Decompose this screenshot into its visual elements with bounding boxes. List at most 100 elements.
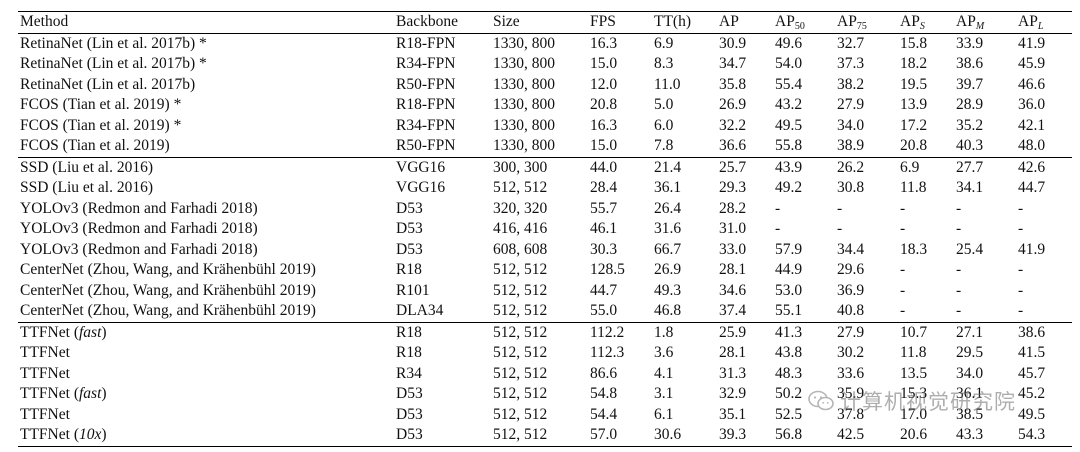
cell-apl: 36.0	[1018, 96, 1046, 113]
table-row: TTFNet (fast) D53 512, 512 54.8 3.1 32.9 50.2 3…	[18, 384, 1072, 405]
cell-backbone: D53	[396, 199, 423, 217]
header-apm: APM	[954, 12, 1016, 34]
cell-method: SSD (Liu et al. 2016)	[20, 179, 154, 196]
cell-apm: 27.1	[956, 323, 984, 341]
cell-ap50: 49.2	[775, 179, 803, 196]
cell-fps: 46.1	[590, 220, 618, 237]
header-apl-base: AP	[1018, 13, 1038, 30]
table-row: RetinaNet (Lin et al. 2017b) * R18-FPN 133…	[18, 33, 1072, 54]
method-name: TTFNet	[20, 385, 70, 402]
cell-method: FCOS (Tian et al. 2019)	[20, 137, 170, 154]
cell-ap50: 52.5	[775, 405, 803, 423]
cell-method: TTFNet (fast)	[20, 323, 107, 341]
cell-backbone: D53	[396, 405, 423, 423]
cell-aps: -	[900, 199, 906, 217]
cell-apl: -	[1018, 199, 1024, 217]
cell-apl: 41.5	[1018, 344, 1046, 361]
cell-apl: 54.3	[1018, 426, 1046, 443]
cell-aps: -	[900, 302, 906, 319]
cell-apm: 29.5	[956, 344, 984, 361]
header-ap50-base: AP	[775, 13, 795, 30]
cell-fps: 44.0	[590, 158, 618, 176]
cell-ap75: 34.4	[837, 240, 865, 258]
cell-fps: 55.7	[590, 199, 618, 217]
cell-apm: -	[956, 261, 962, 278]
cell-ap50: 56.8	[775, 426, 803, 443]
cell-method: YOLOv3 (Redmon and Farhadi 2018)	[20, 220, 258, 237]
cell-ap: 32.9	[719, 385, 747, 402]
cell-tt: 26.9	[654, 261, 682, 278]
cell-tt: 36.1	[654, 179, 682, 196]
header-ap75: AP75	[835, 12, 898, 34]
cell-aps: 11.8	[900, 179, 927, 196]
header-ap50-sub: 50	[794, 21, 805, 32]
cell-fps: 16.3	[590, 116, 618, 134]
table-row: FCOS (Tian et al. 2019) * R34-FPN 1330, 80…	[18, 116, 1072, 137]
cell-ap: 34.7	[719, 55, 747, 72]
cell-fps: 12.0	[590, 75, 618, 93]
results-table: Method Backbone Size FPS TT(h) AP AP50 A…	[18, 11, 1072, 447]
cell-ap75: 27.9	[837, 96, 865, 113]
cell-apl: -	[1018, 281, 1024, 299]
cell-ap75: 34.0	[837, 116, 865, 134]
cell-tt: 6.0	[654, 116, 674, 134]
cell-ap75: 30.8	[837, 179, 865, 196]
cell-apl: -	[1018, 220, 1024, 237]
cell-size: 512, 512	[493, 261, 548, 278]
cell-method: TTFNet	[20, 344, 70, 361]
table-body: RetinaNet (Lin et al. 2017b) * R18-FPN 133…	[18, 33, 1072, 446]
cell-ap50: 55.8	[775, 137, 803, 154]
cell-ap75: 37.8	[837, 405, 865, 423]
cell-tt: 66.7	[654, 240, 682, 258]
table-row: YOLOv3 (Redmon and Farhadi 2018) D53 416, …	[18, 219, 1072, 240]
cell-size: 1330, 800	[493, 75, 555, 93]
cell-aps: 13.5	[900, 364, 928, 382]
cell-apm: 40.3	[956, 137, 984, 154]
table-row: TTFNet R18 512, 512 112.3 3.6 28.1 43.8 30.2 11.…	[18, 343, 1072, 364]
cell-tt: 3.6	[654, 344, 674, 361]
cell-size: 512, 512	[493, 281, 548, 299]
cell-ap50: 55.4	[775, 75, 803, 93]
cell-ap50: -	[775, 220, 781, 237]
cell-fps: 15.0	[590, 137, 618, 154]
cell-fps: 112.2	[590, 323, 625, 341]
cell-ap: 39.3	[719, 426, 747, 443]
table-row: SSD (Liu et al. 2016) VGG16 300, 300 44.0 21…	[18, 157, 1072, 178]
cell-size: 608, 608	[493, 240, 548, 258]
cell-ap: 31.0	[719, 220, 747, 237]
cell-aps: 20.8	[900, 137, 928, 154]
table-row: YOLOv3 (Redmon and Farhadi 2018) D53 608, …	[18, 240, 1072, 261]
cell-aps: 18.2	[900, 55, 928, 72]
cell-backbone: D53	[396, 240, 423, 258]
cell-apm: 28.9	[956, 96, 984, 113]
cell-backbone: R50-FPN	[396, 137, 456, 154]
cell-method: TTFNet	[20, 364, 70, 382]
cell-apl: 46.6	[1018, 75, 1046, 93]
cell-size: 512, 512	[493, 385, 548, 402]
table-row: SSD (Liu et al. 2016) VGG16 512, 512 28.4 36…	[18, 178, 1072, 199]
method-name: TTFNet	[20, 323, 70, 341]
cell-method: CenterNet (Zhou, Wang, and Krähenbühl 20…	[20, 302, 316, 319]
cell-method: RetinaNet (Lin et al. 2017b) *	[20, 55, 207, 72]
method-note: fast	[78, 385, 102, 402]
table-row: TTFNet R34 512, 512 86.6 4.1 31.3 48.3 33.6 13.5…	[18, 364, 1072, 385]
cell-size: 1330, 800	[493, 96, 555, 113]
cell-size: 512, 512	[493, 405, 548, 423]
cell-tt: 1.8	[654, 323, 674, 341]
cell-ap: 31.3	[719, 364, 747, 382]
cell-ap50: 50.2	[775, 385, 803, 402]
cell-tt: 6.9	[654, 34, 674, 52]
cell-aps: -	[900, 220, 906, 237]
header-ap50: AP50	[773, 12, 835, 34]
cell-fps: 112.3	[590, 344, 625, 361]
cell-aps: 15.3	[900, 385, 928, 402]
cell-fps: 20.8	[590, 96, 618, 113]
cell-backbone: R18	[396, 261, 422, 278]
cell-apm: 38.5	[956, 405, 984, 423]
cell-aps: -	[900, 261, 906, 278]
cell-ap: 36.6	[719, 137, 747, 154]
cell-ap: 25.7	[719, 158, 747, 176]
cell-fps: 16.3	[590, 34, 618, 52]
cell-apm: 38.6	[956, 55, 984, 72]
cell-ap75: 37.3	[837, 55, 865, 72]
